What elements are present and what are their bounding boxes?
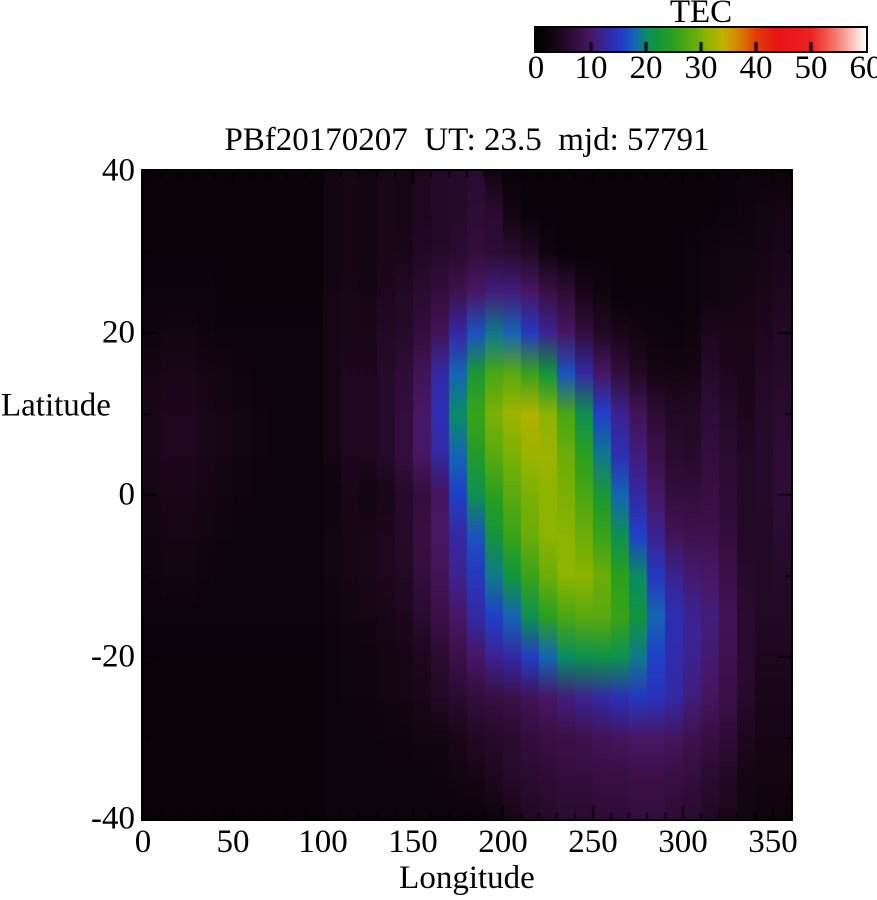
y-axis-label: Latitude xyxy=(1,387,111,424)
plot-title: PBf20170207 UT: 23.5 mjd: 57791 xyxy=(224,122,710,158)
x-tick-label-0: 0 xyxy=(134,824,152,860)
colorbar-tick-label-20: 20 xyxy=(629,50,663,86)
y-tick-label-20: 20 xyxy=(102,314,135,351)
colorbar-tick-label-30: 30 xyxy=(684,50,718,86)
x-tick-label-100: 100 xyxy=(298,824,348,860)
colorbar-frame xyxy=(534,26,868,53)
heatmap-canvas xyxy=(143,171,791,819)
y-tick-label-0: 0 xyxy=(118,476,136,513)
x-tick-label-250: 250 xyxy=(568,824,618,860)
colorbar-tick-label-40: 40 xyxy=(739,50,773,86)
colorbar-title: TEC xyxy=(669,0,733,30)
x-tick-label-50: 50 xyxy=(216,824,250,860)
x-tick-label-150: 150 xyxy=(388,824,438,860)
colorbar-tick-label-10: 10 xyxy=(574,50,608,86)
x-axis-label: Longitude xyxy=(399,860,535,896)
y-tick-label--20: -20 xyxy=(91,638,135,675)
colorbar-tick-label-60: 60 xyxy=(849,50,877,86)
plot-frame xyxy=(141,169,793,821)
colorbar-tick-label-50: 50 xyxy=(794,50,828,86)
x-tick-label-300: 300 xyxy=(658,824,708,860)
x-tick-label-200: 200 xyxy=(478,824,528,860)
colorbar-tick-label-0: 0 xyxy=(527,50,545,86)
x-tick-label-350: 350 xyxy=(748,824,798,860)
y-tick-label-40: 40 xyxy=(102,152,135,189)
y-tick-label--40: -40 xyxy=(91,800,135,837)
colorbar-canvas xyxy=(536,28,866,51)
